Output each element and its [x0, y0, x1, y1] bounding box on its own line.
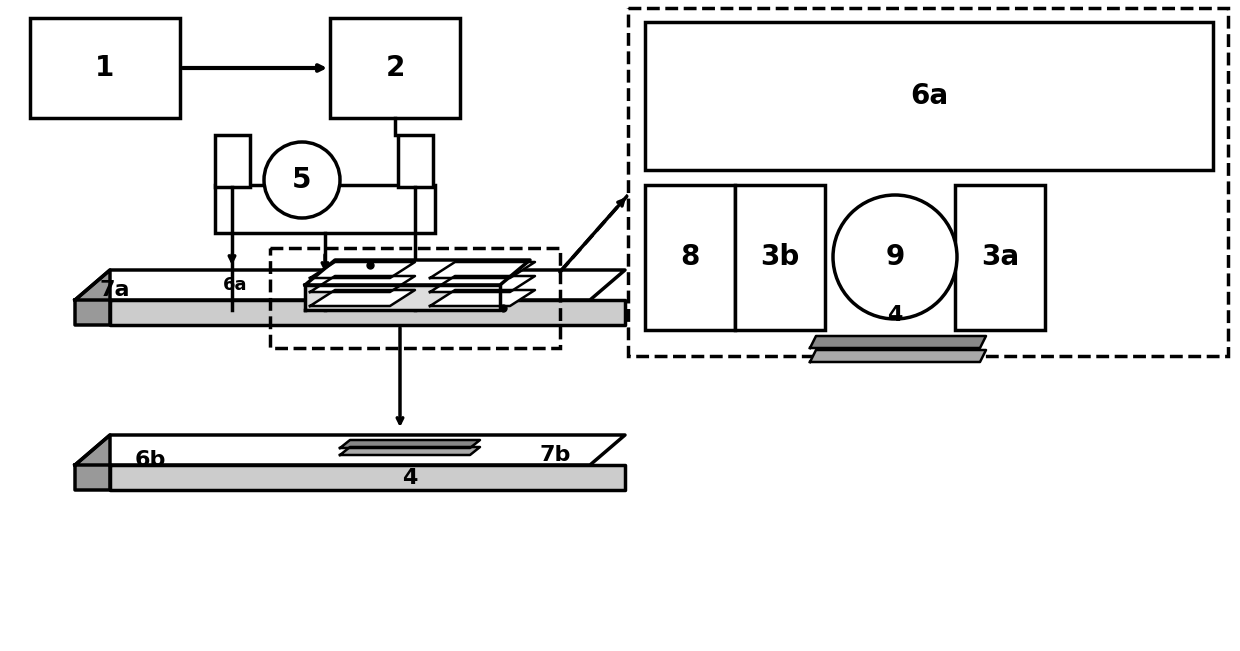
Text: 8: 8: [681, 243, 699, 271]
Polygon shape: [430, 276, 534, 292]
Text: 1: 1: [95, 54, 114, 82]
Bar: [627, 8, 1228, 356]
Polygon shape: [340, 447, 480, 455]
Polygon shape: [74, 270, 110, 325]
Bar: [398, 135, 433, 187]
Polygon shape: [310, 290, 415, 306]
Polygon shape: [810, 336, 986, 348]
Bar: [645, 22, 1213, 170]
Text: 5: 5: [293, 166, 311, 194]
Text: 3b: 3b: [760, 243, 800, 271]
Polygon shape: [430, 290, 534, 306]
Polygon shape: [110, 465, 625, 490]
Bar: [955, 185, 1045, 330]
Polygon shape: [74, 270, 625, 300]
Polygon shape: [430, 262, 534, 278]
Polygon shape: [74, 435, 625, 465]
Bar: [735, 185, 825, 330]
Bar: [330, 18, 460, 118]
Text: 4: 4: [402, 468, 418, 488]
Bar: [215, 185, 435, 233]
Polygon shape: [310, 276, 415, 292]
Polygon shape: [305, 260, 529, 285]
Circle shape: [264, 142, 340, 218]
Text: 6b: 6b: [134, 450, 166, 470]
Circle shape: [833, 195, 957, 319]
Text: 2: 2: [386, 54, 404, 82]
Text: 3b: 3b: [332, 286, 357, 304]
Text: 3a: 3a: [981, 243, 1019, 271]
Bar: [30, 18, 180, 118]
Polygon shape: [810, 350, 986, 362]
Bar: [645, 185, 735, 330]
Text: 6a: 6a: [223, 276, 247, 294]
Bar: [270, 248, 560, 348]
Text: 4: 4: [394, 291, 407, 309]
Text: 4: 4: [888, 305, 903, 325]
Polygon shape: [74, 435, 110, 490]
Text: 3a: 3a: [476, 276, 500, 294]
Bar: [215, 135, 250, 187]
Polygon shape: [110, 300, 625, 325]
Polygon shape: [310, 262, 415, 278]
Text: 9: 9: [885, 243, 905, 271]
Polygon shape: [340, 440, 480, 448]
Text: 7a: 7a: [99, 280, 130, 300]
Polygon shape: [305, 285, 500, 310]
Text: 7b: 7b: [539, 445, 570, 465]
Text: 6a: 6a: [910, 82, 949, 110]
